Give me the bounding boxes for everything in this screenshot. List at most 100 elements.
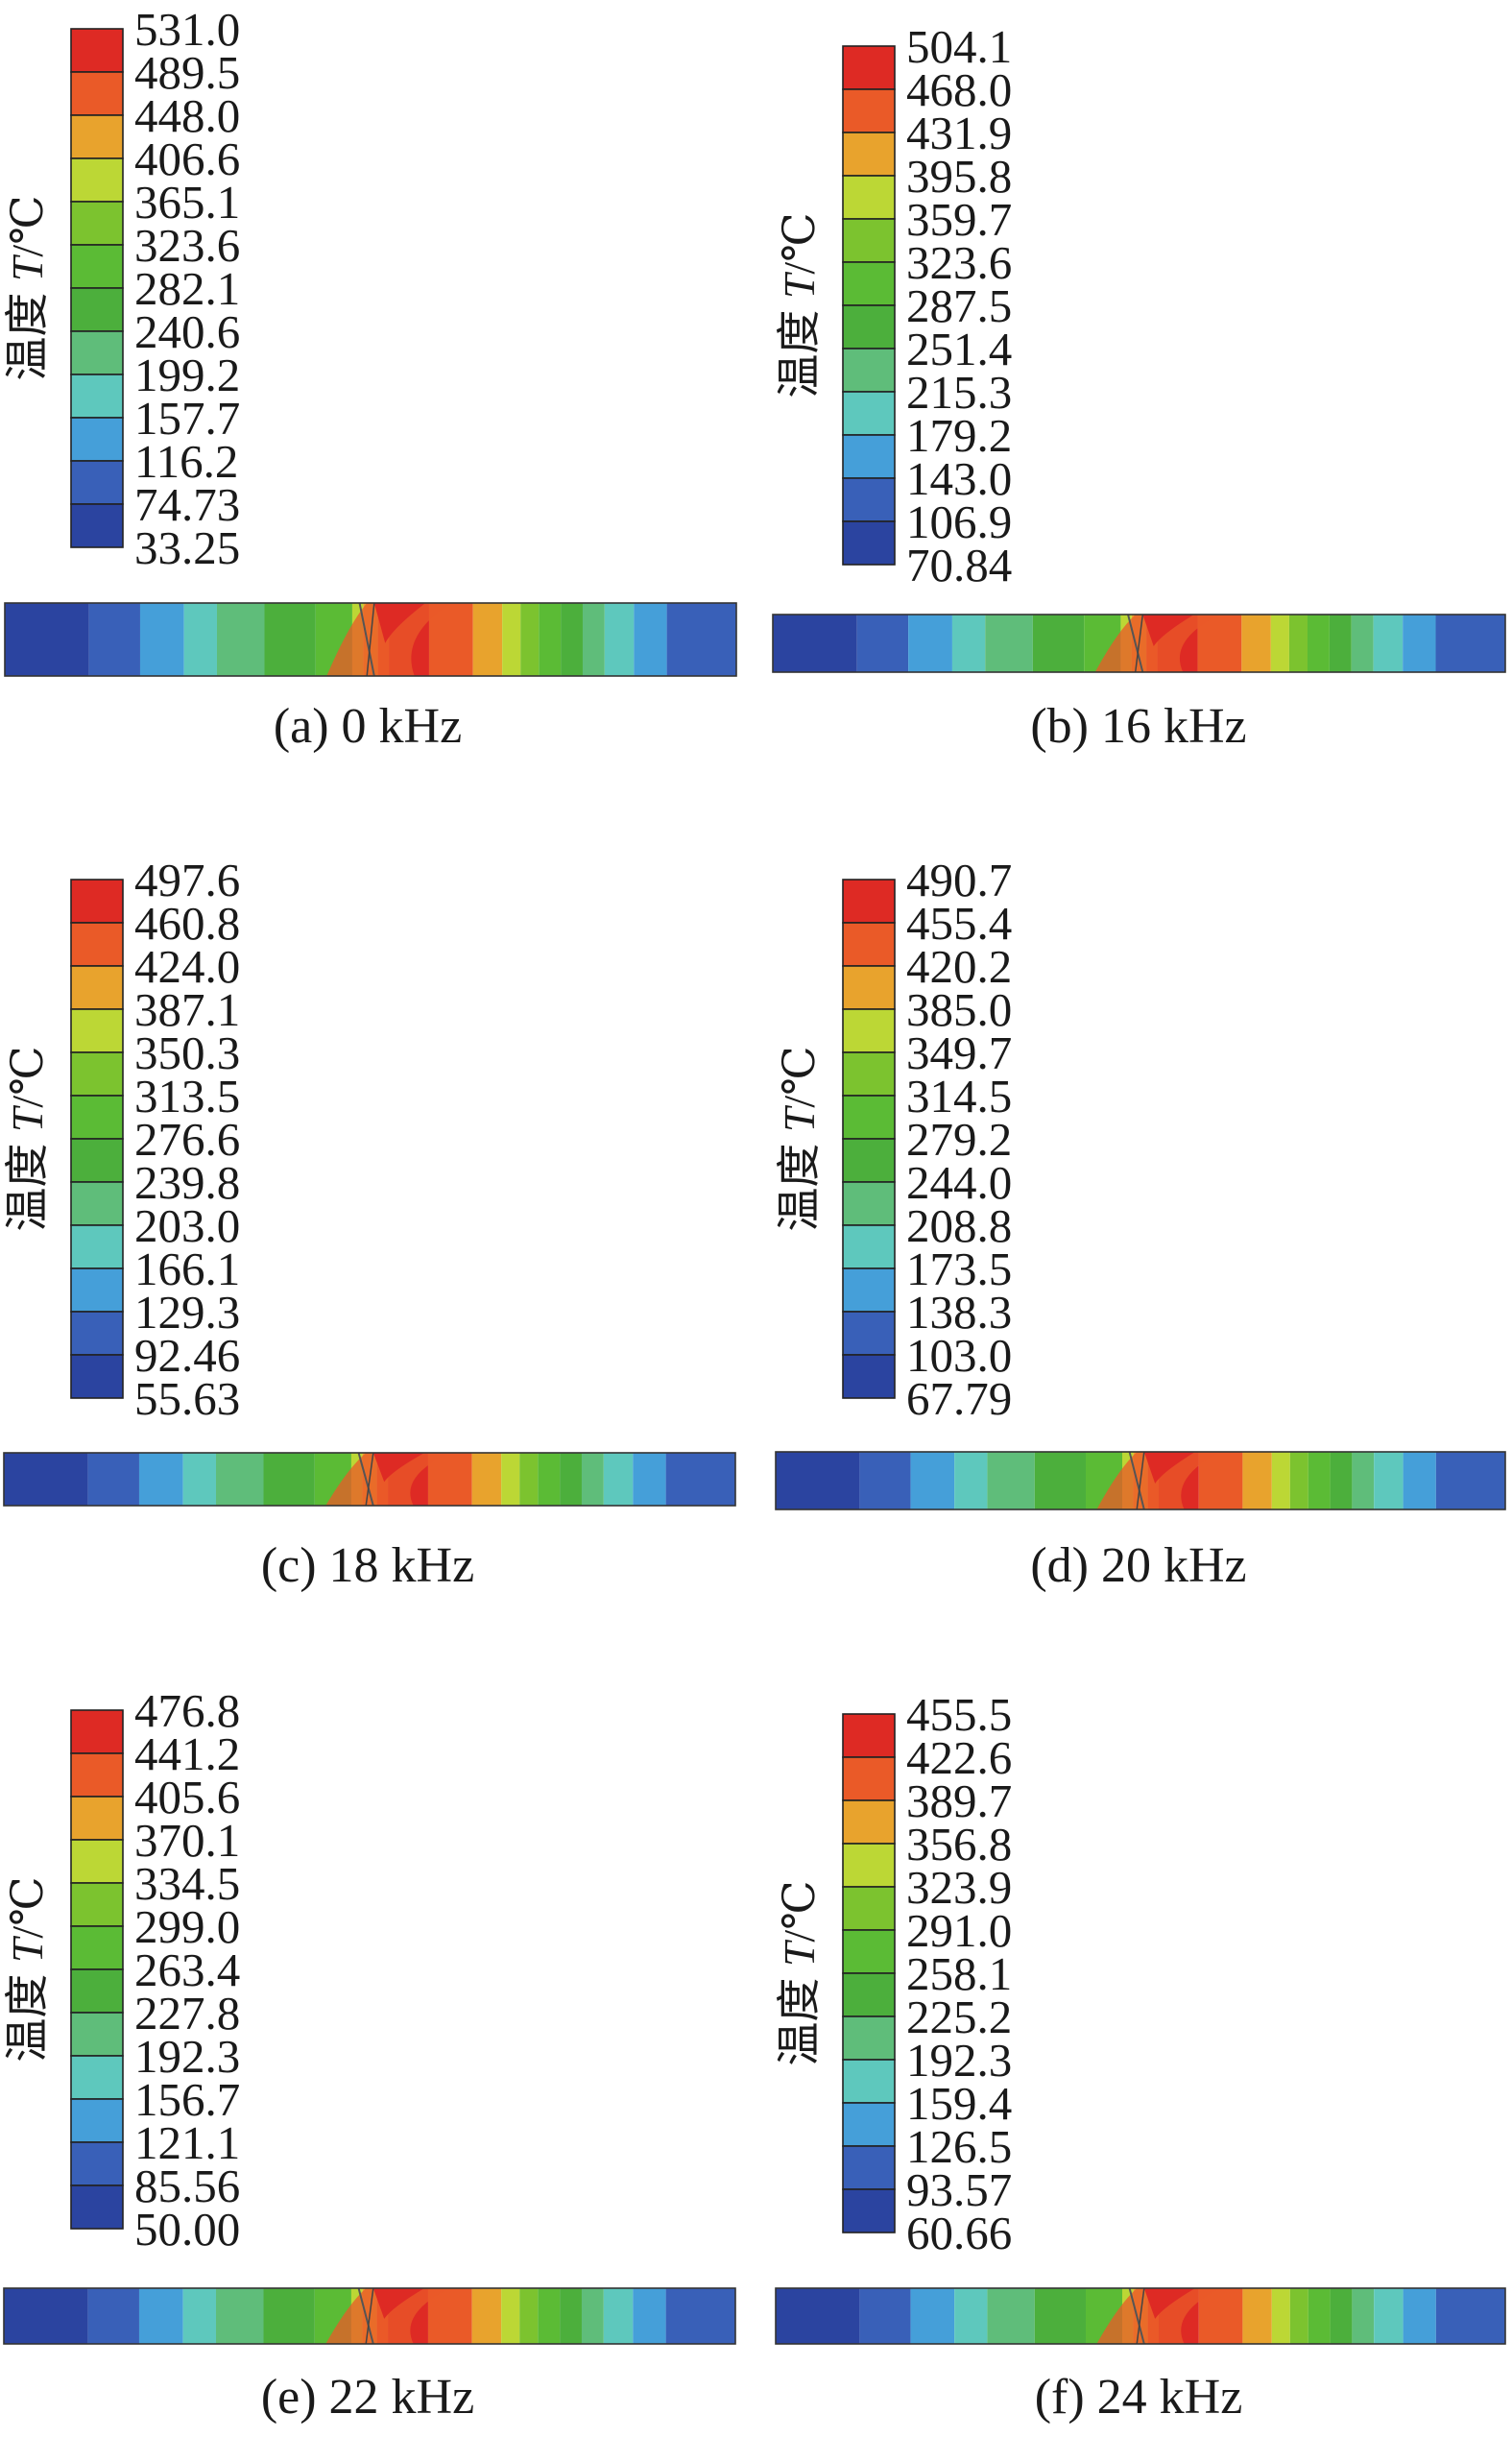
- legend-level-label: 279.2: [906, 1113, 1012, 1166]
- legend-title: 温度 T/℃: [3, 1876, 52, 2062]
- strip-band: [471, 1453, 502, 1506]
- strip-band: [856, 615, 909, 672]
- strip-band: [87, 2288, 139, 2344]
- legend-level-label: 299.0: [134, 1900, 240, 1953]
- legend-title: 温度 T/℃: [3, 1046, 52, 1231]
- strip-hot-zone: [1094, 615, 1220, 672]
- strip-band: [1435, 2288, 1505, 2344]
- weld-seam-line: [1136, 1451, 1145, 1510]
- strip-band: [4, 2288, 88, 2344]
- legend-level-label: 385.0: [906, 983, 1012, 1036]
- legend-title-unit: /℃: [775, 1880, 824, 1942]
- strip-band: [1373, 615, 1404, 672]
- strip-band: [910, 1452, 955, 1509]
- strip-band: [582, 603, 605, 676]
- legend-segment: [70, 287, 124, 332]
- strip-band: [1197, 615, 1242, 672]
- strip-band: [1403, 1452, 1436, 1509]
- strip-band: [215, 1453, 264, 1506]
- legend-level-label: 166.1: [134, 1243, 240, 1295]
- legend-title-symbol: T: [3, 253, 52, 281]
- strip-band: [427, 2288, 472, 2344]
- strip-band: [560, 1453, 582, 1506]
- legend-level-label: 441.2: [134, 1727, 240, 1780]
- weld-seam-line: [357, 1452, 374, 1507]
- strip-band: [4, 1453, 88, 1506]
- strip-hot-zone: [325, 1453, 450, 1506]
- legend-segment: [70, 374, 124, 419]
- legend-segment: [70, 114, 124, 159]
- strip-band: [1403, 2288, 1436, 2344]
- temperature-strip: [772, 614, 1506, 673]
- strip-band: [538, 2288, 561, 2344]
- legend-segment: [70, 965, 124, 1010]
- legend-segment: [842, 132, 896, 177]
- strip-band: [859, 2288, 911, 2344]
- weld-seam-line: [1128, 2287, 1145, 2345]
- legend-level-label: 323.9: [906, 1861, 1012, 1914]
- weld-seam-line: [358, 602, 375, 677]
- legend-level-label: 291.0: [906, 1904, 1012, 1957]
- legend-segment: [842, 45, 896, 90]
- legend-segment: [842, 1181, 896, 1226]
- legend-level-label: 455.5: [906, 1688, 1012, 1741]
- legend-level-label: 406.6: [134, 133, 240, 185]
- strip-band: [910, 2288, 955, 2344]
- legend-level-label: 239.8: [134, 1156, 240, 1209]
- legend-level-label: 365.1: [134, 176, 240, 229]
- legend-level-label: 422.6: [906, 1731, 1012, 1784]
- strip-peak-zone: [372, 2288, 425, 2319]
- legend-level-label: 323.6: [134, 219, 240, 272]
- weld-seam-line: [1136, 2287, 1145, 2345]
- legend-segment: [842, 1008, 896, 1053]
- strip-band: [263, 2288, 315, 2344]
- strip-band: [1270, 615, 1289, 672]
- legend-level-label: 389.7: [906, 1774, 1012, 1827]
- legend-title-prefix: 温度: [3, 1963, 52, 2063]
- panel-f: 455.5422.6389.7356.8323.9291.0258.1225.2…: [775, 1688, 1506, 2425]
- strip-outline: [3, 1452, 736, 1507]
- legend-segment: [70, 1051, 124, 1097]
- strip-band: [985, 615, 1033, 672]
- legend-segment: [70, 879, 124, 924]
- strip-band: [954, 2288, 988, 2344]
- legend-title-prefix: 温度: [775, 1967, 824, 2066]
- legend-segment: [842, 218, 896, 263]
- legend-segment: [70, 417, 124, 462]
- legend-level-label: 334.5: [134, 1857, 240, 1910]
- legend-level-label: 263.4: [134, 1943, 240, 1996]
- strip-band: [1034, 2288, 1086, 2344]
- legend-level-label: 490.7: [906, 854, 1012, 906]
- strip-band: [215, 2288, 264, 2344]
- strip-band: [603, 1453, 634, 1506]
- legend-segment: [842, 1354, 896, 1399]
- weld-seam-line: [357, 2287, 374, 2345]
- legend-level-label: 227.8: [134, 1987, 240, 2040]
- legend-title-prefix: 温度: [775, 1132, 824, 1232]
- panel-caption: (e) 22 kHz: [261, 2370, 474, 2425]
- legend-segment: [70, 1224, 124, 1269]
- strip-band: [604, 603, 635, 676]
- strip-band: [428, 603, 473, 676]
- legend-level-label: 323.6: [906, 236, 1012, 289]
- strip-band: [560, 2288, 582, 2344]
- weld-seam-line: [1128, 1451, 1145, 1510]
- legend-title-prefix: 温度: [3, 1132, 52, 1232]
- strip-band: [1435, 1452, 1505, 1509]
- legend-level-label: 489.5: [134, 46, 240, 99]
- legend-segment: [70, 1181, 124, 1226]
- legend-title-unit: /℃: [775, 212, 824, 274]
- strip-band: [773, 615, 857, 672]
- legend-title: 温度 T/℃: [775, 1880, 824, 2065]
- legend-title-symbol: T: [3, 1935, 52, 1963]
- strip-band: [263, 1453, 315, 1506]
- legend-level-label: 92.46: [134, 1329, 240, 1382]
- strip-band: [633, 1453, 666, 1506]
- legend-segment: [70, 1311, 124, 1356]
- strip-band: [634, 603, 667, 676]
- strip-band: [666, 603, 736, 676]
- legend-level-label: 106.9: [906, 495, 1012, 548]
- legend-level-label: 192.3: [134, 2030, 240, 2083]
- strip-band: [471, 2288, 502, 2344]
